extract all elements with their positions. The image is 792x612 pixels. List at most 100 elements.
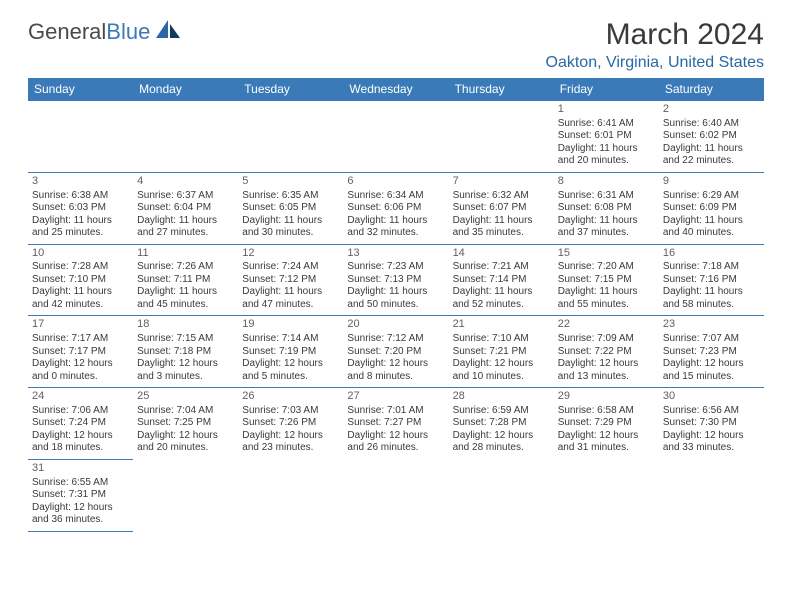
daylight-text: and 32 minutes. — [347, 227, 444, 240]
calendar-cell: 15Sunrise: 7:20 AMSunset: 7:15 PMDayligh… — [554, 244, 659, 316]
sunrise-text: Sunrise: 6:55 AM — [32, 477, 129, 490]
calendar-cell: 25Sunrise: 7:04 AMSunset: 7:25 PMDayligh… — [133, 388, 238, 460]
sunrise-text: Sunrise: 7:12 AM — [347, 333, 444, 346]
daylight-text: Daylight: 12 hours — [32, 502, 129, 515]
daylight-text: and 26 minutes. — [347, 442, 444, 455]
daylight-text: Daylight: 12 hours — [347, 430, 444, 443]
calendar-cell: 1Sunrise: 6:41 AMSunset: 6:01 PMDaylight… — [554, 101, 659, 173]
day-number: 17 — [32, 318, 129, 332]
sunset-text: Sunset: 7:15 PM — [558, 274, 655, 287]
calendar-cell: 22Sunrise: 7:09 AMSunset: 7:22 PMDayligh… — [554, 316, 659, 388]
sunrise-text: Sunrise: 6:58 AM — [558, 405, 655, 418]
daylight-text: Daylight: 12 hours — [663, 430, 760, 443]
dow-tuesday: Tuesday — [238, 78, 343, 101]
day-number: 28 — [453, 390, 550, 404]
calendar-cell — [28, 101, 133, 173]
calendar-cell: 28Sunrise: 6:59 AMSunset: 7:28 PMDayligh… — [449, 388, 554, 460]
sunrise-text: Sunrise: 7:15 AM — [137, 333, 234, 346]
day-number: 3 — [32, 175, 129, 189]
calendar-cell: 6Sunrise: 6:34 AMSunset: 6:06 PMDaylight… — [343, 172, 448, 244]
day-number: 23 — [663, 318, 760, 332]
daylight-text: and 20 minutes. — [137, 442, 234, 455]
calendar-week-row: 10Sunrise: 7:28 AMSunset: 7:10 PMDayligh… — [28, 244, 764, 316]
brand-logo: GeneralBlue — [28, 18, 182, 46]
daylight-text: Daylight: 12 hours — [453, 358, 550, 371]
calendar-cell: 30Sunrise: 6:56 AMSunset: 7:30 PMDayligh… — [659, 388, 764, 460]
day-number: 26 — [242, 390, 339, 404]
sunrise-text: Sunrise: 6:56 AM — [663, 405, 760, 418]
daylight-text: Daylight: 12 hours — [137, 430, 234, 443]
daylight-text: Daylight: 11 hours — [242, 286, 339, 299]
day-number: 12 — [242, 247, 339, 261]
calendar-cell: 23Sunrise: 7:07 AMSunset: 7:23 PMDayligh… — [659, 316, 764, 388]
calendar-cell: 12Sunrise: 7:24 AMSunset: 7:12 PMDayligh… — [238, 244, 343, 316]
dow-sunday: Sunday — [28, 78, 133, 101]
calendar-cell: 14Sunrise: 7:21 AMSunset: 7:14 PMDayligh… — [449, 244, 554, 316]
sunrise-text: Sunrise: 6:34 AM — [347, 190, 444, 203]
sunset-text: Sunset: 6:01 PM — [558, 130, 655, 143]
calendar-cell — [238, 459, 343, 531]
daylight-text: Daylight: 11 hours — [663, 286, 760, 299]
sunset-text: Sunset: 6:05 PM — [242, 202, 339, 215]
daylight-text: and 22 minutes. — [663, 155, 760, 168]
daylight-text: and 20 minutes. — [558, 155, 655, 168]
sunset-text: Sunset: 6:08 PM — [558, 202, 655, 215]
daylight-text: Daylight: 11 hours — [558, 215, 655, 228]
calendar-week-row: 24Sunrise: 7:06 AMSunset: 7:24 PMDayligh… — [28, 388, 764, 460]
sunrise-text: Sunrise: 6:32 AM — [453, 190, 550, 203]
day-number: 27 — [347, 390, 444, 404]
day-number: 7 — [453, 175, 550, 189]
daylight-text: and 0 minutes. — [32, 371, 129, 384]
daylight-text: and 50 minutes. — [347, 299, 444, 312]
daylight-text: Daylight: 11 hours — [137, 286, 234, 299]
day-number: 11 — [137, 247, 234, 261]
sunset-text: Sunset: 7:28 PM — [453, 417, 550, 430]
daylight-text: and 3 minutes. — [137, 371, 234, 384]
sunset-text: Sunset: 6:04 PM — [137, 202, 234, 215]
calendar-week-row: 31Sunrise: 6:55 AMSunset: 7:31 PMDayligh… — [28, 459, 764, 531]
daylight-text: Daylight: 12 hours — [242, 358, 339, 371]
sunrise-text: Sunrise: 7:06 AM — [32, 405, 129, 418]
daylight-text: Daylight: 11 hours — [663, 215, 760, 228]
daylight-text: and 5 minutes. — [242, 371, 339, 384]
sunrise-text: Sunrise: 7:28 AM — [32, 261, 129, 274]
dow-wednesday: Wednesday — [343, 78, 448, 101]
calendar-table: Sunday Monday Tuesday Wednesday Thursday… — [28, 78, 764, 532]
calendar-week-row: 17Sunrise: 7:17 AMSunset: 7:17 PMDayligh… — [28, 316, 764, 388]
daylight-text: and 33 minutes. — [663, 442, 760, 455]
sunset-text: Sunset: 6:02 PM — [663, 130, 760, 143]
sunset-text: Sunset: 7:10 PM — [32, 274, 129, 287]
sunrise-text: Sunrise: 7:14 AM — [242, 333, 339, 346]
calendar-cell: 24Sunrise: 7:06 AMSunset: 7:24 PMDayligh… — [28, 388, 133, 460]
sunset-text: Sunset: 6:06 PM — [347, 202, 444, 215]
sunrise-text: Sunrise: 6:31 AM — [558, 190, 655, 203]
sunrise-text: Sunrise: 6:38 AM — [32, 190, 129, 203]
sunset-text: Sunset: 7:11 PM — [137, 274, 234, 287]
daylight-text: and 28 minutes. — [453, 442, 550, 455]
daylight-text: and 37 minutes. — [558, 227, 655, 240]
calendar-cell: 13Sunrise: 7:23 AMSunset: 7:13 PMDayligh… — [343, 244, 448, 316]
daylight-text: and 58 minutes. — [663, 299, 760, 312]
calendar-cell: 4Sunrise: 6:37 AMSunset: 6:04 PMDaylight… — [133, 172, 238, 244]
calendar-cell — [449, 459, 554, 531]
dow-thursday: Thursday — [449, 78, 554, 101]
calendar-cell — [133, 459, 238, 531]
day-number: 30 — [663, 390, 760, 404]
daylight-text: and 40 minutes. — [663, 227, 760, 240]
daylight-text: Daylight: 12 hours — [137, 358, 234, 371]
sunrise-text: Sunrise: 7:26 AM — [137, 261, 234, 274]
day-number: 2 — [663, 103, 760, 117]
daylight-text: Daylight: 11 hours — [453, 286, 550, 299]
sunset-text: Sunset: 7:22 PM — [558, 346, 655, 359]
day-number: 5 — [242, 175, 339, 189]
daylight-text: Daylight: 11 hours — [558, 286, 655, 299]
sunset-text: Sunset: 7:16 PM — [663, 274, 760, 287]
title-block: March 2024 Oakton, Virginia, United Stat… — [546, 18, 765, 72]
daylight-text: Daylight: 11 hours — [32, 286, 129, 299]
calendar-cell: 9Sunrise: 6:29 AMSunset: 6:09 PMDaylight… — [659, 172, 764, 244]
sunset-text: Sunset: 6:03 PM — [32, 202, 129, 215]
calendar-cell — [238, 101, 343, 173]
day-number: 15 — [558, 247, 655, 261]
day-number: 22 — [558, 318, 655, 332]
daylight-text: Daylight: 12 hours — [242, 430, 339, 443]
